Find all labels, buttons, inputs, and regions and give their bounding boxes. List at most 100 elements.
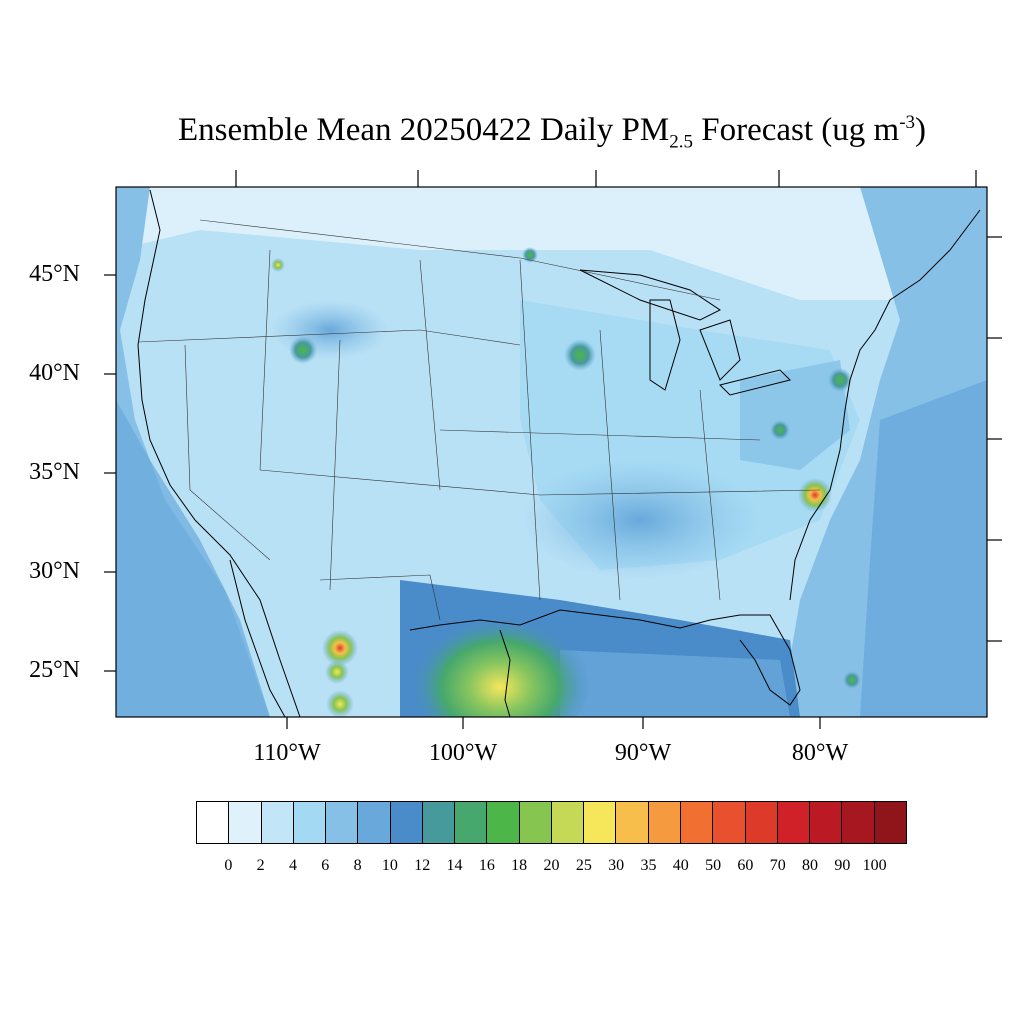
- legend-swatch-7: [422, 802, 456, 843]
- hotspot-idaho: [289, 336, 317, 364]
- legend-tick-label: 70: [769, 857, 786, 874]
- legend-swatch-4: [326, 802, 359, 843]
- coastline-atlantic: [789, 209, 981, 601]
- border-row-42: [137, 329, 521, 346]
- field-texas-plume: [410, 610, 590, 717]
- legend-tick-label: 14: [446, 857, 463, 874]
- field-midatlantic: [740, 360, 850, 470]
- border-mississippi: [599, 329, 621, 601]
- hotspot-virginia: [770, 420, 790, 440]
- axis-ticks: [104, 170, 1002, 729]
- legend-swatch-0: [197, 802, 230, 843]
- hotspot-north: [522, 247, 538, 263]
- legend-tick-label: 6: [321, 857, 330, 874]
- coastline-mexico-east: [499, 629, 511, 717]
- lake-superior: [579, 269, 721, 321]
- legend-swatch-1: [229, 802, 262, 843]
- legend-swatch-8: [455, 802, 488, 843]
- field-atlantic-deep: [860, 380, 987, 717]
- legend-swatch-14: [648, 802, 681, 843]
- legend-tick-label: 4: [288, 857, 297, 874]
- legend-tick-label: 80: [802, 857, 819, 874]
- legend-tick-label: 30: [608, 857, 625, 874]
- legend-tick-label: 0: [224, 857, 233, 874]
- title-subscript: 2.5: [669, 131, 693, 153]
- map-field: [116, 187, 987, 717]
- hotspot-durango: [326, 690, 354, 717]
- lat-label-45: 45°N: [29, 261, 80, 287]
- color-legend: [196, 801, 907, 844]
- legend-swatch-20: [842, 802, 875, 843]
- map-frame: [115, 186, 988, 718]
- border-plains-west: [419, 259, 441, 491]
- field-north-light: [116, 187, 987, 300]
- legend-swatch-9: [487, 802, 520, 843]
- legend-tick-label: 10: [381, 857, 398, 874]
- coastline-pacific: [137, 189, 301, 717]
- title-superscript: -3: [899, 112, 916, 133]
- legend-swatch-21: [874, 802, 906, 843]
- lake-huron: [699, 319, 741, 381]
- legend-tick-label: 100: [862, 857, 887, 874]
- hotspot-bahamas: [843, 671, 861, 689]
- legend-tick-label: 60: [737, 857, 754, 874]
- legend-swatch-3: [293, 802, 327, 843]
- field-pacific-deep: [116, 400, 270, 717]
- legend-swatch-15: [680, 802, 714, 843]
- state-borders: [137, 219, 821, 621]
- lake-michigan: [649, 299, 681, 391]
- border-east-central: [699, 389, 721, 601]
- legend-tick-label: 12: [414, 857, 431, 874]
- border-row-36: [259, 469, 821, 496]
- lon-label-80: 80°W: [791, 740, 849, 766]
- lon-label-100: 100°W: [428, 740, 498, 766]
- legend-tick-label: 35: [640, 857, 657, 874]
- lon-label-90: 90°W: [614, 740, 672, 766]
- legend-swatch-17: [745, 802, 778, 843]
- legend-swatch-2: [261, 802, 294, 843]
- border-plains-east: [519, 259, 541, 601]
- border-mexico: [319, 574, 441, 621]
- legend-swatch-10: [519, 802, 552, 843]
- lat-label-35: 35°N: [29, 459, 80, 485]
- legend-tick-label: 90: [834, 857, 851, 874]
- field-southeast: [520, 460, 760, 580]
- coastline-baja: [229, 559, 286, 717]
- hotspot-chihuahua-south: [325, 660, 349, 684]
- legend-tick-label: 2: [256, 857, 265, 874]
- title-after: Forecast (ug m: [693, 112, 900, 148]
- field-gulf-east: [560, 650, 790, 717]
- border-nevada-idaho: [259, 249, 271, 471]
- hotspot-carolina: [798, 478, 832, 512]
- coastlines: [137, 189, 981, 717]
- legend-tick-label: 8: [353, 857, 362, 874]
- border-canada: [199, 219, 721, 301]
- legend-tick-label: 18: [511, 857, 528, 874]
- field-wyoming: [270, 300, 390, 360]
- legend-swatch-19: [810, 802, 843, 843]
- border-utah-arizona: [329, 339, 341, 591]
- hotspot-chihuahua: [322, 630, 358, 666]
- legend-swatch-13: [616, 802, 649, 843]
- legend-swatch-16: [713, 802, 746, 843]
- map-title: Ensemble Mean 20250422 Daily PM2.5 Forec…: [0, 112, 1024, 154]
- legend-tick-label: 50: [705, 857, 722, 874]
- legend-tick-label: 40: [672, 857, 689, 874]
- legend-swatch-5: [358, 802, 391, 843]
- lat-label-30: 30°N: [29, 558, 80, 584]
- legend-tick-label: 16: [478, 857, 495, 874]
- title-close: ): [915, 112, 927, 148]
- border-row-40: [439, 429, 761, 441]
- title-main: Ensemble Mean 20250422 Daily PM: [177, 112, 670, 148]
- lat-label-25: 25°N: [29, 657, 80, 683]
- hotspot-montana: [271, 258, 285, 272]
- lat-label-40: 40°N: [29, 360, 80, 386]
- legend-swatch-6: [390, 802, 423, 843]
- legend-tick-label: 20: [543, 857, 560, 874]
- border-california: [184, 344, 271, 561]
- legend-swatch-12: [584, 802, 617, 843]
- legend-swatch-18: [777, 802, 811, 843]
- lake-erie: [719, 369, 791, 396]
- coastline-gulf: [409, 609, 801, 706]
